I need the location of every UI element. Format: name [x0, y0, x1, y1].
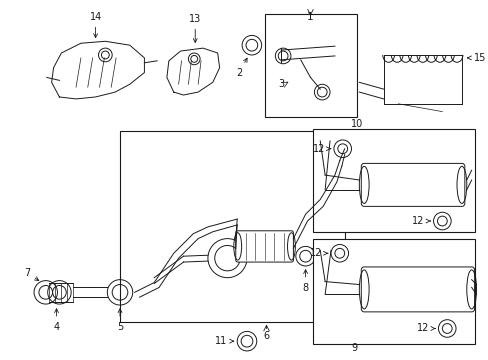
Text: 4: 4 — [53, 309, 60, 332]
Bar — [313, 129, 474, 232]
Text: 12: 12 — [309, 248, 327, 258]
Text: 1: 1 — [306, 12, 313, 22]
Text: 11: 11 — [215, 336, 233, 346]
FancyBboxPatch shape — [235, 231, 293, 262]
Text: 12: 12 — [411, 216, 429, 226]
Bar — [264, 14, 357, 117]
Text: 10: 10 — [350, 120, 363, 130]
Text: 13: 13 — [189, 14, 201, 42]
Text: 6: 6 — [263, 331, 269, 341]
Text: 8: 8 — [302, 270, 308, 293]
FancyBboxPatch shape — [361, 267, 474, 312]
Text: 14: 14 — [89, 12, 102, 37]
Text: 7: 7 — [24, 268, 39, 280]
Text: 12: 12 — [416, 324, 434, 333]
Text: 5: 5 — [117, 309, 123, 332]
Bar — [313, 239, 474, 344]
Text: 2: 2 — [235, 58, 246, 78]
Text: 12: 12 — [312, 144, 330, 154]
Text: 9: 9 — [351, 343, 357, 353]
Text: 3: 3 — [278, 79, 284, 89]
FancyBboxPatch shape — [361, 163, 464, 206]
Text: 15: 15 — [467, 53, 485, 63]
Bar — [120, 131, 344, 321]
